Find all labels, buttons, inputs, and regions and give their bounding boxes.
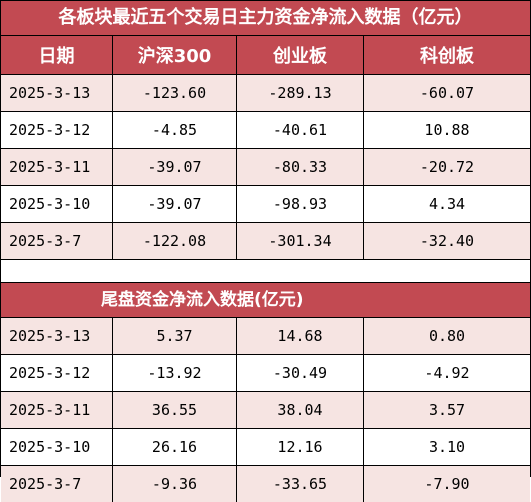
table-row: 2025-3-13 -123.60 -289.13 -60.07	[1, 75, 530, 112]
cell-chinext: -289.13	[237, 75, 364, 111]
cell-hs300: -9.36	[113, 466, 237, 502]
cell-date: 2025-3-10	[1, 186, 113, 222]
cell-chinext: -33.65	[237, 466, 364, 502]
cell-date: 2025-3-12	[1, 355, 113, 391]
table-row: 2025-3-10 26.16 12.16 3.10	[1, 429, 530, 466]
cell-chinext: -80.33	[237, 149, 364, 185]
cell-date: 2025-3-12	[1, 112, 113, 148]
cell-date: 2025-3-13	[1, 75, 113, 111]
cell-hs300: -4.85	[113, 112, 237, 148]
cell-date: 2025-3-11	[1, 392, 113, 428]
cell-star: 10.88	[424, 121, 470, 139]
table-row: 2025-3-10 -39.07 -98.93 4.34	[1, 186, 530, 223]
header-hs300: 沪深300	[113, 36, 237, 74]
cell-chinext: -30.49	[237, 355, 364, 391]
table1-title: 各板块最近五个交易日主力资金净流入数据（亿元）	[1, 1, 530, 36]
cell-star: -7.90	[424, 475, 470, 493]
cell-date: 2025-3-11	[1, 149, 113, 185]
cell-star: 4.34	[428, 195, 466, 213]
header-star: 科创板	[420, 46, 474, 67]
cell-star: 3.57	[428, 401, 466, 419]
table-row: 2025-3-12 -4.85 -40.61 10.88	[1, 112, 530, 149]
cell-star: 0.80	[428, 327, 466, 345]
cell-date: 2025-3-7	[1, 466, 113, 502]
cell-hs300: 5.37	[113, 318, 237, 354]
cell-chinext: 12.16	[237, 429, 364, 465]
table-row: 2025-3-7 -9.36 -33.65 -7.90	[1, 466, 530, 502]
header-chinext: 创业板	[237, 36, 364, 74]
cell-hs300: 36.55	[113, 392, 237, 428]
table1-header-row: 日期 沪深300 创业板 科创板	[1, 36, 530, 75]
cell-star: -20.72	[419, 158, 475, 176]
table-row: 2025-3-7 -122.08 -301.34 -32.40	[1, 223, 530, 260]
cell-star: -32.40	[419, 232, 475, 250]
cell-hs300: -13.92	[113, 355, 237, 391]
cell-chinext: -40.61	[237, 112, 364, 148]
cell-star: -60.07	[419, 84, 475, 102]
cell-hs300: -122.08	[113, 223, 237, 259]
table-divider	[1, 260, 530, 283]
cell-hs300: -39.07	[113, 149, 237, 185]
cell-chinext: -98.93	[237, 186, 364, 222]
cell-star: -4.92	[424, 364, 470, 382]
cell-chinext: 14.68	[237, 318, 364, 354]
cell-chinext: 38.04	[237, 392, 364, 428]
table-row: 2025-3-12 -13.92 -30.49 -4.92	[1, 355, 530, 392]
table-row: 2025-3-11 -39.07 -80.33 -20.72	[1, 149, 530, 186]
cell-hs300: -39.07	[113, 186, 237, 222]
cell-chinext: -301.34	[237, 223, 364, 259]
cell-hs300: 26.16	[113, 429, 237, 465]
table2-title: 尾盘资金净流入数据(亿元)	[1, 283, 530, 318]
cell-hs300: -123.60	[113, 75, 237, 111]
table-row: 2025-3-13 5.37 14.68 0.80	[1, 318, 530, 355]
cell-date: 2025-3-10	[1, 429, 113, 465]
cell-star: 3.10	[428, 438, 466, 456]
header-date: 日期	[1, 36, 113, 74]
table-row: 2025-3-11 36.55 38.04 3.57	[1, 392, 530, 429]
cell-date: 2025-3-7	[1, 223, 113, 259]
cell-date: 2025-3-13	[1, 318, 113, 354]
